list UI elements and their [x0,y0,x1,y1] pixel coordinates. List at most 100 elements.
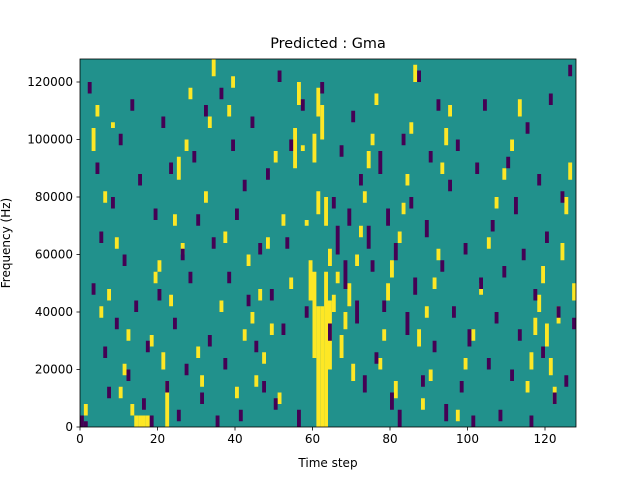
low-cell [223,358,228,370]
high-cell [510,139,514,151]
high-cell [393,381,398,399]
low-cell [366,225,371,249]
low-cell [320,82,325,94]
low-cell [107,386,111,399]
high-cell [533,317,538,335]
high-cell [246,254,251,266]
high-cell [359,225,363,238]
low-cell [490,220,495,232]
low-cell [289,139,294,151]
low-cell [421,375,425,387]
high-cell [138,415,142,427]
high-cell [316,87,321,117]
low-cell [80,415,84,427]
high-cell [258,289,263,301]
low-cell [401,133,406,146]
y-tick-label: 60000 [35,248,73,262]
low-cell [432,340,437,353]
high-cell [103,191,108,203]
high-cell [548,358,553,376]
high-cell [351,363,356,381]
low-cell [339,145,344,157]
plot-area [79,58,577,428]
high-cell [320,306,325,427]
high-cell [374,93,379,105]
low-cell [378,151,383,174]
low-cell [165,381,170,393]
high-cell [335,271,340,284]
high-cell [122,363,127,376]
low-cell [479,277,483,289]
high-cell [355,254,359,266]
high-cell [347,283,352,307]
high-cell [440,162,445,174]
low-cell [475,162,480,174]
high-cell [281,214,286,226]
high-cell [273,151,278,163]
high-cell [173,214,177,226]
low-cell [374,352,379,364]
low-cell [552,392,557,404]
low-cell [114,317,119,330]
low-cell [483,99,487,111]
high-cell [223,231,228,243]
low-cell [118,133,123,146]
high-cell [289,277,294,289]
high-cell [417,329,421,347]
high-cell [525,381,530,393]
high-cell [331,294,336,312]
high-cell [297,82,301,105]
high-cell [370,133,375,146]
low-cell [122,254,127,266]
high-cell [424,306,429,318]
high-cell [107,289,111,301]
low-cell [537,174,542,186]
low-cell [176,409,181,422]
low-cell [130,99,135,111]
y-axis-label: Frequency (Hz) [0,198,13,289]
low-cell [405,312,410,335]
high-cell [269,323,274,335]
high-cell [118,386,123,399]
low-cell [87,82,92,94]
low-cell [184,363,189,376]
high-cell [568,162,573,180]
low-cell [463,243,468,255]
low-cell [153,208,158,220]
high-cell [386,283,390,301]
high-cell [397,231,402,243]
y-tick-label: 0 [65,420,73,434]
low-cell [215,415,220,427]
high-cell [343,312,348,330]
low-cell [382,300,387,312]
x-tick-label: 60 [305,432,320,446]
x-tick-label: 20 [150,432,165,446]
high-cell [529,352,534,370]
low-cell [200,392,204,404]
low-cell [548,93,553,105]
high-cell [362,191,367,203]
high-cell [436,248,441,261]
high-cell [409,122,414,134]
x-axis: 0 20 40 60 80 100 120 [76,427,556,446]
low-cell [196,214,201,226]
low-cell [138,174,142,186]
high-cell [196,346,201,358]
high-cell [541,266,545,284]
high-cell [421,398,425,410]
y-tick-label: 20000 [35,363,73,377]
low-cell [111,197,115,209]
high-cell [99,306,104,318]
low-cell [572,317,576,330]
low-cell [246,294,251,307]
low-cell [545,231,549,243]
high-cell [277,392,282,404]
low-cell [91,283,96,295]
high-cell [494,197,499,209]
high-cell [114,237,119,249]
high-cell [405,174,410,186]
high-cell [126,329,131,341]
high-cell [316,191,321,215]
chart-title: Predicted : Gma [270,36,386,52]
